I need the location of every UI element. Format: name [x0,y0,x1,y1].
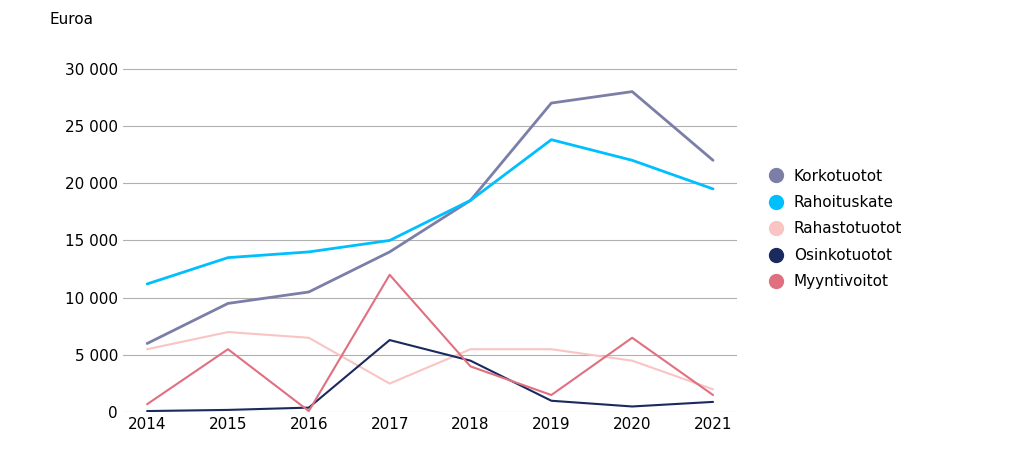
Korkotuotot [707,158,719,163]
Korkotuotot [141,341,154,346]
Rahastotuotot [141,346,154,352]
Osinkotuotot [141,409,154,414]
Osinkotuotot [222,407,234,413]
Myyntivoitot [545,392,557,398]
Myyntivoitot [384,272,396,278]
Rahastotuotot [545,346,557,352]
Text: Euroa: Euroa [49,12,93,27]
Rahoituskate [141,281,154,287]
Rahastotuotot [384,381,396,387]
Korkotuotot [222,300,234,306]
Korkotuotot [303,289,315,295]
Osinkotuotot [464,358,476,364]
Korkotuotot [464,198,476,203]
Rahoituskate [545,137,557,142]
Korkotuotot [384,249,396,255]
Myyntivoitot [303,409,315,414]
Rahoituskate [384,238,396,243]
Line: Korkotuotot: Korkotuotot [147,92,713,344]
Osinkotuotot [626,404,638,409]
Myyntivoitot [626,335,638,341]
Rahoituskate [464,198,476,203]
Rahastotuotot [626,358,638,364]
Korkotuotot [626,89,638,94]
Line: Rahoituskate: Rahoituskate [147,140,713,284]
Rahoituskate [626,158,638,163]
Rahoituskate [222,255,234,260]
Line: Myyntivoitot: Myyntivoitot [147,275,713,411]
Myyntivoitot [141,401,154,407]
Korkotuotot [545,100,557,106]
Line: Osinkotuotot: Osinkotuotot [147,340,713,411]
Rahastotuotot [464,346,476,352]
Myyntivoitot [707,392,719,398]
Rahastotuotot [222,329,234,335]
Osinkotuotot [384,337,396,343]
Rahoituskate [707,186,719,192]
Osinkotuotot [545,398,557,403]
Osinkotuotot [707,399,719,405]
Line: Rahastotuotot: Rahastotuotot [147,332,713,389]
Rahastotuotot [707,387,719,392]
Myyntivoitot [464,364,476,369]
Myyntivoitot [222,346,234,352]
Rahastotuotot [303,335,315,341]
Rahoituskate [303,249,315,255]
Osinkotuotot [303,405,315,410]
Legend: Korkotuotot, Rahoituskate, Rahastotuotot, Osinkotuotot, Myyntivoitot: Korkotuotot, Rahoituskate, Rahastotuotot… [769,163,908,295]
